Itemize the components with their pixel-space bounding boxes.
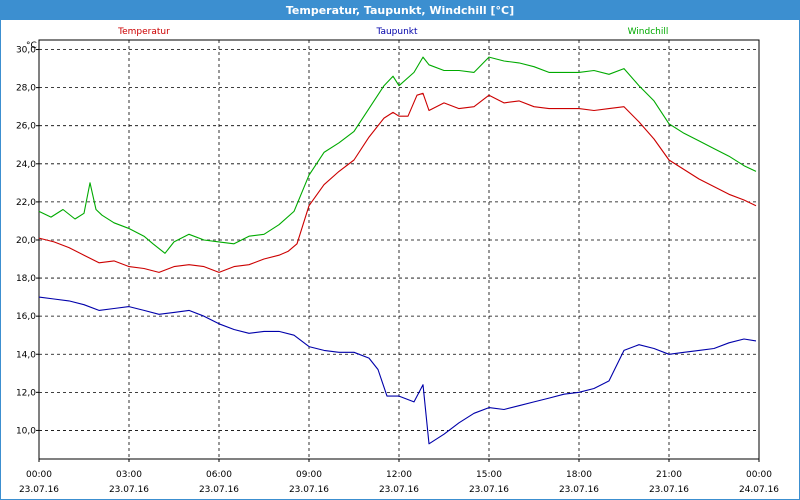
y-tick-label: 22,0: [16, 198, 36, 208]
x-tick-date: 24.07.16: [739, 485, 779, 495]
x-tick-time: 18:00: [566, 470, 592, 480]
legend-temperatur: Temperatur: [117, 27, 170, 37]
y-tick-label: 18,0: [16, 274, 36, 284]
y-tick-label: 16,0: [16, 312, 36, 322]
x-tick-date: 23.07.16: [559, 485, 599, 495]
y-tick-label: 24,0: [16, 160, 36, 170]
x-axis: 00:00 23.07.16 03:00 23.07.16 06:00 23.07.16 0…: [19, 459, 779, 495]
x-tick-time: 00:00: [746, 470, 772, 480]
x-tick-date: 23.07.16: [199, 485, 239, 495]
x-tick-date: 23.07.16: [289, 485, 329, 495]
x-tick-date: 23.07.16: [469, 485, 509, 495]
y-tick-label: 14,0: [16, 350, 36, 360]
x-tick-date: 23.07.16: [379, 485, 419, 495]
x-tick-time: 12:00: [386, 470, 412, 480]
x-tick-date: 23.07.16: [19, 485, 59, 495]
x-tick-time: 00:00: [26, 470, 52, 480]
y-axis: 10,0 12,0 14,0 16,0 18,0 20,0 22,0 24,0 26,0 28,0…: [16, 46, 39, 436]
series: [38, 56, 757, 445]
x-tick-time: 21:00: [656, 470, 682, 480]
x-tick-date: 23.07.16: [649, 485, 689, 495]
series-line-taupunkt: [38, 296, 757, 445]
y-tick-label: 10,0: [16, 426, 36, 436]
series-line-temperatur: [38, 92, 757, 273]
y-tick-label: 20,0: [16, 236, 36, 246]
y-tick-label: 30,0: [16, 46, 36, 56]
y-axis-unit: °C: [26, 41, 37, 51]
legend-windchill: Windchill: [628, 27, 669, 37]
y-tick-label: 26,0: [16, 122, 36, 132]
y-tick-label: 12,0: [16, 388, 36, 398]
y-tick-label: 28,0: [16, 84, 36, 94]
legend-taupunkt: Taupunkt: [375, 27, 418, 37]
chart-title: Temperatur, Taupunkt, Windchill [°C]: [1, 1, 799, 20]
legend: Temperatur Taupunkt Windchill: [117, 27, 668, 37]
x-tick-time: 03:00: [116, 470, 142, 480]
x-tick-date: 23.07.16: [109, 485, 149, 495]
series-line-windchill: [38, 56, 757, 254]
grid: [39, 40, 759, 459]
x-tick-time: 06:00: [206, 470, 232, 480]
x-tick-time: 09:00: [296, 470, 322, 480]
x-tick-time: 15:00: [476, 470, 502, 480]
